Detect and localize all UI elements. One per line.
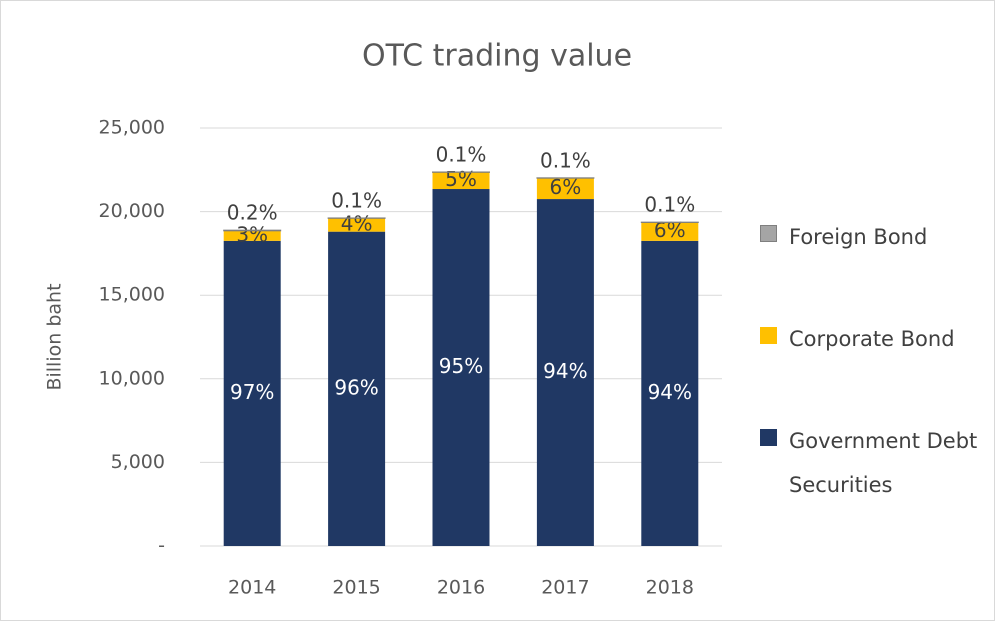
y-tick-label: 25,000 <box>99 117 165 139</box>
x-tick-label: 2015 <box>332 577 380 599</box>
bar-segment <box>536 178 594 200</box>
data-label: 94% <box>648 380 692 404</box>
x-tick-label: 2016 <box>437 577 485 599</box>
data-label: 4% <box>341 211 373 235</box>
bar-segment <box>536 199 594 546</box>
bar-segment <box>328 231 386 546</box>
data-label: 96% <box>334 375 378 399</box>
bar-segment <box>223 229 282 232</box>
bar-segment <box>328 218 386 232</box>
legend-label: Government Debt Securities <box>789 429 978 497</box>
x-tick-label: 2017 <box>541 577 589 599</box>
data-label: 0.2% <box>227 201 278 225</box>
data-label: 5% <box>445 167 477 191</box>
legend-item: Foreign Bond <box>760 215 990 317</box>
bar-segment <box>432 172 490 190</box>
data-label: 94% <box>543 359 587 383</box>
data-label: 0.1% <box>540 148 591 172</box>
legend-label: Foreign Bond <box>789 225 928 249</box>
data-label: 95% <box>439 354 483 378</box>
x-tick-label: 2014 <box>228 577 276 599</box>
y-tick-label: 15,000 <box>99 284 165 306</box>
legend: Foreign Bond Corporate Bond Government Deb… <box>760 215 990 521</box>
y-tick-label: - <box>158 535 165 557</box>
legend-item: Corporate Bond <box>760 317 990 419</box>
data-label: 6% <box>550 175 582 199</box>
legend-item: Government Debt Securities <box>760 419 990 521</box>
data-label: 0.1% <box>436 142 487 166</box>
data-label: 0.1% <box>644 193 695 217</box>
legend-swatch <box>760 327 777 344</box>
bar-segment <box>223 230 281 241</box>
bar-segment <box>432 189 490 546</box>
bar-segment <box>223 240 281 547</box>
legend-swatch <box>760 225 777 242</box>
data-label: 3% <box>236 222 268 246</box>
data-label: 0.1% <box>331 188 382 212</box>
legend-label: Corporate Bond <box>789 327 955 351</box>
y-tick-label: 10,000 <box>99 367 165 389</box>
y-tick-label: 5,000 <box>111 451 165 473</box>
y-axis-title: Billion baht <box>44 283 66 390</box>
bar-segment <box>641 222 699 241</box>
data-label: 97% <box>230 380 274 404</box>
y-tick-label: 20,000 <box>99 200 165 222</box>
bar-segment <box>641 240 699 547</box>
x-tick-label: 2018 <box>646 577 694 599</box>
chart-title: OTC trading value <box>362 39 632 74</box>
legend-swatch <box>760 429 777 446</box>
